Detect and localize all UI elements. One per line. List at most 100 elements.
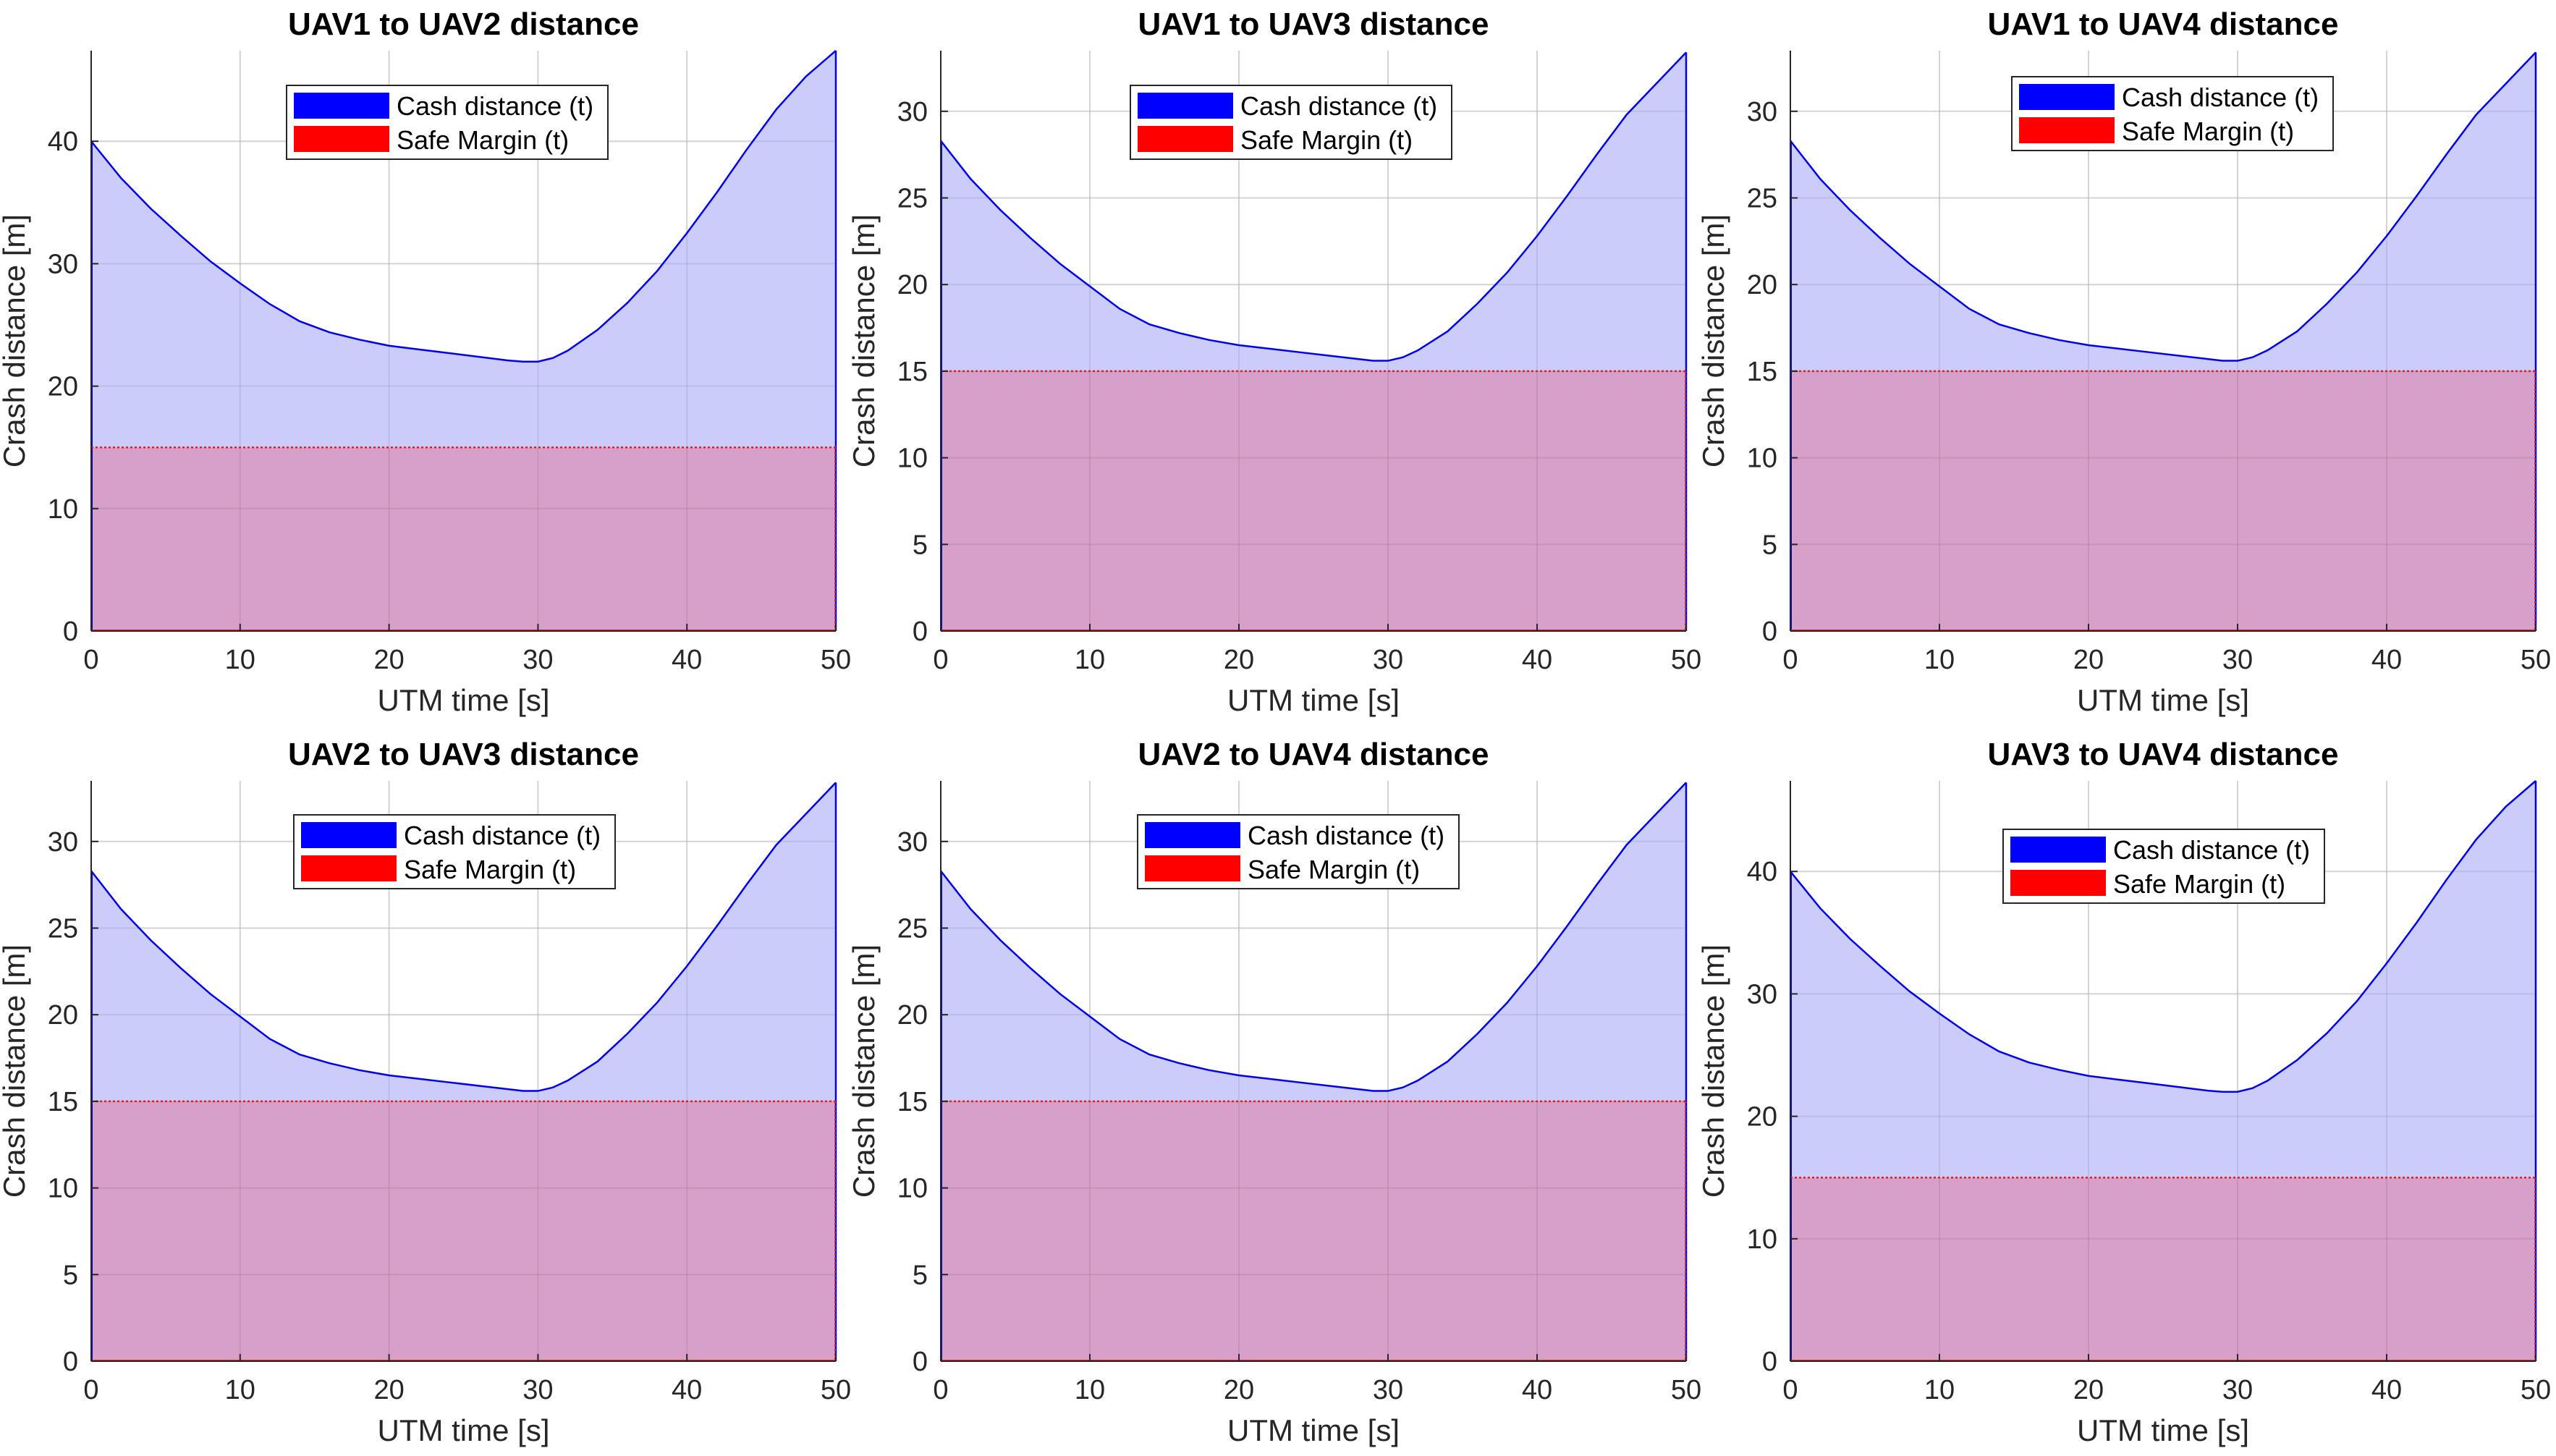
y-tick-label: 30 bbox=[897, 827, 928, 858]
legend-swatch-safe bbox=[2010, 870, 2106, 896]
y-tick-label: 10 bbox=[897, 444, 928, 474]
x-tick-label: 30 bbox=[1373, 645, 1403, 675]
x-axis-label: UTM time [s] bbox=[1227, 1413, 1400, 1447]
safe-margin-area bbox=[941, 1101, 1686, 1361]
x-tick-label: 0 bbox=[83, 1375, 98, 1405]
y-tick-label: 25 bbox=[897, 913, 928, 944]
legend-swatch-safe bbox=[301, 855, 397, 881]
x-tick-label: 30 bbox=[1373, 1375, 1403, 1405]
legend: Cash distance (t) Safe Margin (t) bbox=[286, 85, 609, 160]
x-tick-label: 0 bbox=[933, 645, 948, 675]
x-tick-label: 30 bbox=[2222, 645, 2253, 675]
legend-swatch-crash bbox=[1138, 93, 1233, 119]
y-tick-label: 30 bbox=[48, 249, 78, 279]
y-tick-label: 10 bbox=[1747, 1224, 1777, 1255]
y-tick-label: 15 bbox=[48, 1087, 78, 1117]
crash-distance-line bbox=[940, 782, 1687, 1092]
legend-label-safe: Safe Margin (t) bbox=[1248, 855, 1420, 884]
y-tick-label: 20 bbox=[1747, 270, 1777, 300]
chart-panel-4: UAV2 to UAV3 distance 0 10 20 30 40 50 0 5 10 15 20… bbox=[0, 737, 851, 1447]
x-tick-label: 40 bbox=[2371, 645, 2402, 675]
y-tick-label: 20 bbox=[897, 1000, 928, 1030]
x-tick-label: 50 bbox=[821, 1375, 851, 1405]
y-tick-label: 25 bbox=[1747, 183, 1777, 213]
y-tick-label: 30 bbox=[897, 97, 928, 127]
y-tick-label: 0 bbox=[1762, 1347, 1777, 1377]
x-axis-label: UTM time [s] bbox=[378, 683, 550, 717]
chart-panel-2: UAV1 to UAV3 distance 0 10 20 30 40 50 0 5 10 15 20… bbox=[847, 7, 1701, 717]
y-tick-label: 15 bbox=[897, 357, 928, 387]
legend: Cash distance (t) Safe Margin (t) bbox=[1137, 814, 1460, 889]
y-tick-label: 20 bbox=[48, 372, 78, 402]
chart-title: UAV3 to UAV4 distance bbox=[1988, 737, 2339, 772]
y-tick-label: 0 bbox=[913, 617, 928, 647]
x-tick-label: 50 bbox=[821, 645, 851, 675]
y-axis-label: Crash distance [m] bbox=[1696, 214, 1730, 467]
legend: Cash distance (t) Safe Margin (t) bbox=[2002, 829, 2325, 904]
y-tick-label: 10 bbox=[48, 1174, 78, 1204]
y-tick-label: 5 bbox=[913, 530, 928, 560]
x-tick-label: 40 bbox=[672, 645, 702, 675]
chart-title: UAV1 to UAV3 distance bbox=[1138, 7, 1489, 42]
legend-label-crash: Cash distance (t) bbox=[2113, 835, 2310, 865]
legend-label-crash: Cash distance (t) bbox=[404, 821, 601, 850]
x-tick-label: 20 bbox=[2073, 1375, 2104, 1405]
safe-margin-area bbox=[1790, 1177, 2536, 1361]
legend-label-crash: Cash distance (t) bbox=[397, 91, 593, 121]
y-tick-label: 25 bbox=[48, 913, 78, 944]
legend-swatch-safe bbox=[2019, 117, 2115, 143]
x-axis-label: UTM time [s] bbox=[2077, 1413, 2249, 1447]
legend-swatch-crash bbox=[2019, 84, 2115, 110]
x-tick-label: 40 bbox=[1522, 645, 1552, 675]
x-tick-label: 10 bbox=[225, 1375, 255, 1405]
chart-panel-3: UAV1 to UAV4 distance 0 10 20 30 40 50 0 5 10 15 20… bbox=[1696, 7, 2551, 717]
x-tick-label: 10 bbox=[1075, 1375, 1105, 1405]
y-tick-label: 25 bbox=[897, 183, 928, 213]
legend-label-safe: Safe Margin (t) bbox=[1240, 125, 1413, 155]
legend-label-crash: Cash distance (t) bbox=[1248, 821, 1444, 850]
y-tick-label: 40 bbox=[48, 127, 78, 157]
x-axis-label: UTM time [s] bbox=[378, 1413, 550, 1447]
legend: Cash distance (t) Safe Margin (t) bbox=[1130, 85, 1452, 160]
x-tick-label: 20 bbox=[373, 1375, 404, 1405]
legend-label-safe: Safe Margin (t) bbox=[397, 125, 569, 155]
y-tick-label: 30 bbox=[1747, 979, 1777, 1010]
legend: Cash distance (t) Safe Margin (t) bbox=[2011, 76, 2334, 151]
x-tick-label: 20 bbox=[1224, 645, 1254, 675]
x-axis-label: UTM time [s] bbox=[2077, 683, 2249, 717]
legend-label-safe: Safe Margin (t) bbox=[2113, 869, 2285, 899]
legend-swatch-safe bbox=[1145, 855, 1240, 881]
y-tick-label: 0 bbox=[913, 1347, 928, 1377]
x-tick-label: 10 bbox=[1924, 645, 1955, 675]
legend-swatch-crash bbox=[1145, 822, 1240, 848]
legend-label-safe: Safe Margin (t) bbox=[404, 855, 576, 884]
x-tick-label: 10 bbox=[225, 645, 255, 675]
safe-margin-area bbox=[91, 447, 836, 631]
legend: Cash distance (t) Safe Margin (t) bbox=[293, 814, 616, 889]
x-tick-label: 30 bbox=[2222, 1375, 2253, 1405]
x-tick-label: 30 bbox=[522, 645, 553, 675]
legend-label-crash: Cash distance (t) bbox=[2122, 82, 2319, 112]
y-axis-label: Crash distance [m] bbox=[0, 944, 31, 1198]
x-axis-label: UTM time [s] bbox=[1227, 683, 1400, 717]
y-tick-label: 30 bbox=[1747, 97, 1777, 127]
legend-swatch-safe bbox=[1138, 126, 1233, 152]
chart-title: UAV1 to UAV4 distance bbox=[1988, 7, 2339, 42]
y-tick-label: 10 bbox=[1747, 444, 1777, 474]
chart-title: UAV2 to UAV3 distance bbox=[288, 737, 639, 772]
chart-panel-5: UAV2 to UAV4 distance 0 10 20 30 40 50 0 5 10 15 20… bbox=[847, 737, 1701, 1447]
x-tick-label: 30 bbox=[522, 1375, 553, 1405]
crash-distance-line bbox=[90, 50, 837, 363]
y-tick-label: 5 bbox=[1762, 530, 1777, 560]
x-tick-label: 10 bbox=[1075, 645, 1105, 675]
x-tick-label: 0 bbox=[933, 1375, 948, 1405]
x-tick-label: 0 bbox=[1782, 645, 1798, 675]
crash-distance-line bbox=[90, 782, 837, 1092]
safe-margin-area bbox=[941, 371, 1686, 631]
y-axis-label: Crash distance [m] bbox=[847, 214, 881, 467]
x-tick-label: 50 bbox=[2521, 645, 2551, 675]
chart-panel-6: UAV3 to UAV4 distance 0 10 20 30 40 50 0 10 20 30 4… bbox=[1696, 737, 2551, 1447]
y-axis-label: Crash distance [m] bbox=[0, 214, 31, 467]
y-tick-label: 10 bbox=[897, 1174, 928, 1204]
